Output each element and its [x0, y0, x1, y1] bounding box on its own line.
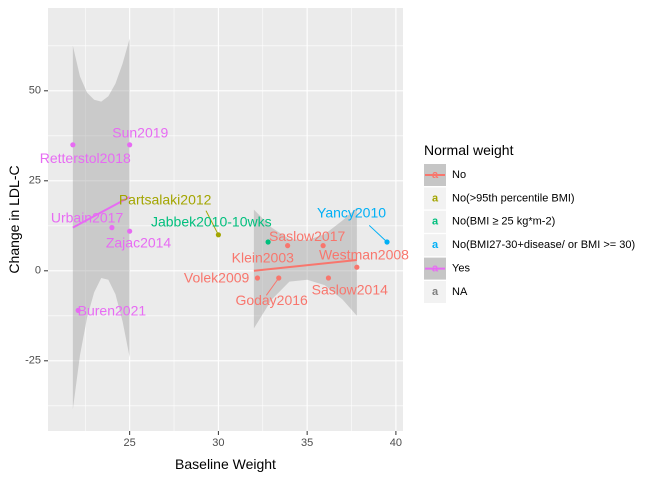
legend-entry-label: NA [452, 286, 468, 298]
trend-lines [72, 196, 357, 272]
legend: Normal weight a No a No(>95th percentile BM… [424, 142, 635, 303]
legend-key-box [424, 234, 446, 257]
legend-key-glyph: a [432, 169, 439, 181]
grid-major [48, 8, 403, 431]
confidence-band-yes [72, 38, 130, 410]
legend-key-glyph: a [432, 216, 439, 228]
point-label: Sun2019 [112, 125, 168, 141]
point-label: Partsalaki2012 [119, 191, 212, 207]
data-point [254, 275, 261, 281]
legend-entries: a No a No(>95th percentile BMI) a No(BMI ≥ 25… [424, 164, 635, 303]
point-labels: Sun2019 Retterstol2018 Urbain2017 Zajac2014… [40, 125, 409, 319]
data-point [384, 239, 390, 245]
data-point [215, 232, 221, 238]
point-label: Klein2003 [232, 249, 294, 265]
point-label: Buren2021 [78, 303, 147, 319]
legend-key-glyph: a [432, 192, 439, 204]
grid-minor [48, 8, 403, 431]
x-tick-label: 35 [301, 437, 313, 449]
legend-entry-label: Yes [452, 263, 470, 275]
data-point [70, 142, 76, 148]
point-label: Volek2009 [184, 269, 250, 285]
legend-key-box [424, 210, 446, 233]
x-tick-label: 30 [212, 437, 224, 449]
leader-line [265, 277, 280, 296]
data-point [265, 239, 271, 245]
x-axis-label: Baseline Weight [175, 456, 276, 472]
legend-entry-label: No(>95th percentile BMI) [452, 192, 575, 204]
legend-entry-label: No(BMI27-30+disease/ or BMI >= 30) [452, 239, 635, 251]
legend-entry-yes: a Yes [424, 257, 470, 280]
label-leader-lines [205, 210, 388, 296]
point-label: Yancy2010 [317, 205, 386, 221]
point-label: Saslow2017 [269, 228, 345, 244]
legend-entry-label: No(BMI ≥ 25 kg*m-2) [452, 216, 555, 228]
legend-entry-label: No [452, 169, 466, 181]
leader-line [368, 225, 388, 243]
data-point [325, 275, 332, 281]
legend-key-box [424, 187, 446, 210]
x-axis: 25 30 35 40 [124, 431, 402, 449]
legend-entry-na: a NA [424, 281, 468, 303]
y-tick-label: 25 [29, 175, 41, 187]
legend-entry-no95: a No(>95th percentile BMI) [424, 187, 575, 210]
trend-line-no [253, 259, 357, 272]
data-point [127, 228, 133, 234]
x-tick-label: 25 [124, 437, 136, 449]
confidence-band-no [253, 207, 357, 329]
point-label: Retterstol2018 [40, 150, 131, 166]
y-tick-label: 0 [35, 265, 41, 277]
legend-key-glyph: a [432, 239, 439, 251]
legend-key-glyph: a [432, 263, 439, 275]
y-axis-label: Change in LDL-C [6, 165, 22, 273]
data-point [285, 243, 291, 249]
data-point [127, 142, 133, 148]
y-tick-label: -25 [25, 355, 41, 367]
y-axis: -25 0 25 50 [25, 85, 48, 367]
confidence-bands [72, 38, 357, 410]
legend-entry-nobmi27: a No(BMI27-30+disease/ or BMI >= 30) [424, 234, 635, 257]
point-label: Westman2008 [319, 247, 409, 263]
data-point [276, 275, 282, 281]
data-point [75, 307, 81, 313]
legend-key-glyph: a [432, 286, 439, 298]
data-point [354, 264, 360, 270]
data-points [70, 142, 390, 313]
leader-line [205, 210, 219, 236]
point-label: Saslow2014 [312, 282, 388, 298]
legend-entry-nobmi25: a No(BMI ≥ 25 kg*m-2) [424, 210, 555, 233]
y-tick-label: 50 [29, 85, 41, 97]
point-label: Urbain2017 [51, 209, 124, 225]
point-label: Zajac2014 [106, 235, 172, 251]
legend-entry-no: a No [424, 164, 466, 186]
trend-line-yes [72, 196, 131, 229]
point-label: Goday2016 [235, 292, 308, 308]
point-label: Jabbek2010-10wks [151, 214, 272, 230]
data-point [320, 243, 326, 249]
data-point [109, 225, 115, 231]
legend-key-box [424, 281, 446, 303]
legend-title: Normal weight [424, 142, 514, 158]
x-tick-label: 40 [390, 437, 402, 449]
